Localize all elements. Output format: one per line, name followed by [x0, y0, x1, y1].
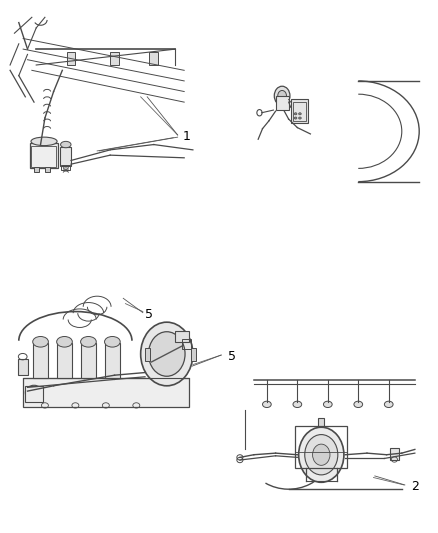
- Ellipse shape: [305, 434, 338, 475]
- Ellipse shape: [33, 336, 48, 347]
- Ellipse shape: [57, 336, 72, 347]
- Ellipse shape: [274, 86, 290, 106]
- Ellipse shape: [25, 385, 43, 400]
- Bar: [318, 418, 324, 427]
- Bar: [31, 146, 56, 167]
- Bar: [276, 96, 289, 110]
- Bar: [34, 167, 39, 172]
- Bar: [110, 52, 119, 65]
- Bar: [295, 425, 347, 468]
- Ellipse shape: [313, 444, 330, 465]
- Ellipse shape: [31, 137, 57, 146]
- Ellipse shape: [148, 332, 185, 376]
- Bar: [33, 343, 48, 378]
- Bar: [60, 147, 71, 166]
- Ellipse shape: [293, 401, 302, 408]
- Ellipse shape: [299, 427, 344, 482]
- Text: 1: 1: [182, 130, 190, 143]
- Text: 5: 5: [145, 308, 153, 321]
- Ellipse shape: [294, 117, 297, 119]
- Bar: [293, 102, 306, 121]
- Bar: [182, 339, 191, 349]
- Bar: [149, 52, 158, 65]
- Bar: [30, 143, 58, 168]
- Text: 2: 2: [411, 480, 419, 493]
- Ellipse shape: [262, 401, 271, 408]
- Ellipse shape: [141, 322, 193, 386]
- Ellipse shape: [105, 336, 120, 347]
- Bar: [81, 343, 96, 378]
- Bar: [291, 100, 308, 123]
- Ellipse shape: [60, 141, 71, 148]
- Bar: [25, 386, 43, 402]
- Bar: [45, 167, 50, 172]
- Bar: [23, 378, 188, 407]
- Ellipse shape: [323, 401, 332, 408]
- Ellipse shape: [299, 117, 301, 119]
- Ellipse shape: [385, 401, 393, 408]
- Ellipse shape: [299, 113, 301, 115]
- Ellipse shape: [294, 113, 297, 115]
- Ellipse shape: [81, 336, 96, 347]
- Bar: [145, 348, 150, 361]
- Bar: [67, 52, 75, 65]
- Bar: [191, 348, 196, 361]
- Bar: [105, 343, 120, 378]
- Bar: [390, 448, 399, 459]
- Bar: [61, 165, 70, 170]
- Ellipse shape: [278, 91, 286, 101]
- Bar: [18, 359, 28, 375]
- Ellipse shape: [354, 401, 363, 408]
- Text: 5: 5: [228, 350, 236, 363]
- Bar: [57, 343, 72, 378]
- Bar: [176, 331, 188, 342]
